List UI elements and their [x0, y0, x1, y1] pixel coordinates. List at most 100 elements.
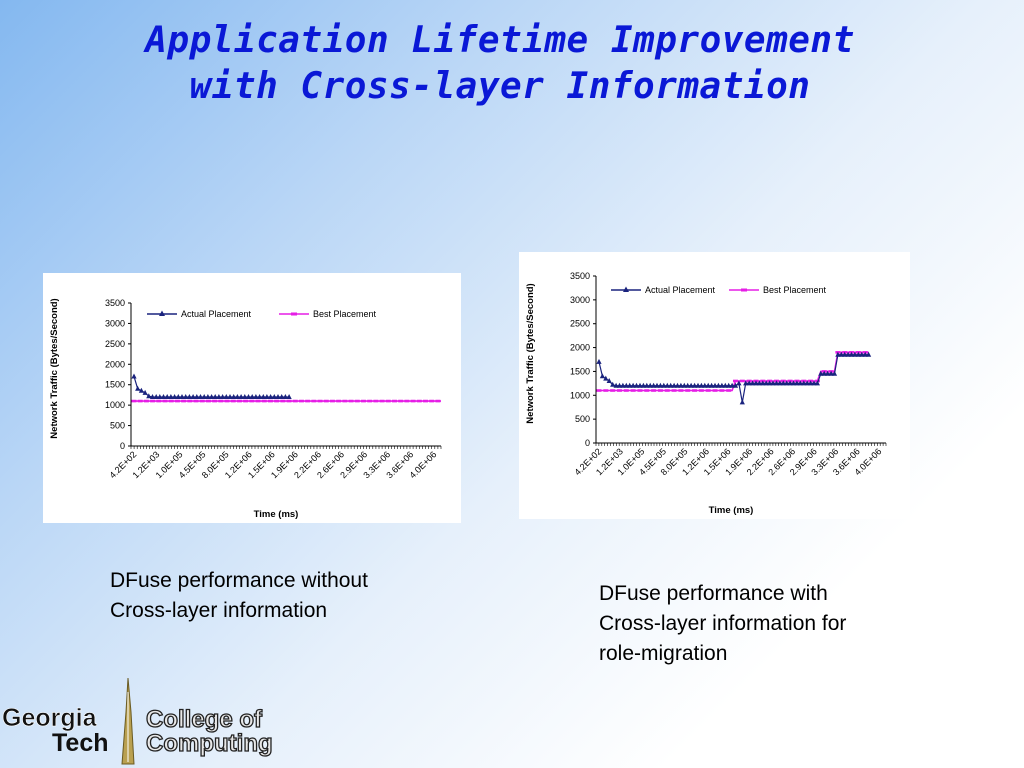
chart-0-y-tick-label: 2500 — [105, 339, 125, 349]
logo-text-college-of: College of — [146, 706, 263, 733]
chart-0-actual-marker — [149, 394, 156, 399]
chart-0-y-tick-label: 1500 — [105, 380, 125, 390]
caption-right-line1: DFuse performance with — [599, 582, 828, 605]
chart-0-actual-marker — [209, 394, 215, 399]
chart-1-series-actual-line — [598, 354, 869, 403]
chart-1-actual-marker — [859, 351, 865, 357]
chart-0-actual-marker — [242, 394, 248, 399]
chart-1-actual-marker — [756, 380, 762, 386]
chart-1-y-tick-label: 2500 — [570, 319, 590, 329]
chart-0-actual-marker — [245, 394, 252, 399]
chart-0-actual-marker — [179, 394, 185, 399]
chart-left: 0 500 1000 1500 2000 2500 3000 3500 4.2E+02 1.2E+… — [43, 273, 461, 523]
chart-1-actual-marker — [685, 382, 691, 388]
chart-1-actual-marker — [651, 382, 657, 388]
chart-1-actual-marker — [814, 380, 820, 386]
chart-1-actual-marker — [603, 375, 609, 381]
chart-0-actual-marker — [227, 394, 233, 399]
chart-1-actual-marker — [855, 351, 861, 357]
chart-0-actual-marker — [220, 394, 226, 399]
chart-0-actual-marker — [142, 389, 148, 395]
chart-1-y-tick-label: 2000 — [570, 343, 590, 353]
caption-right-line2: Cross-layer information for — [599, 612, 847, 635]
chart-0-actual-marker — [194, 394, 200, 399]
chart-0-y-tick-label: 2000 — [105, 359, 125, 369]
chart-0-actual-marker — [160, 394, 167, 399]
chart-1-actual-marker — [681, 382, 687, 388]
chart-1-svg: 05001000150020002500300035004.2E+021.2E+… — [525, 271, 887, 516]
chart-1-actual-marker — [852, 351, 858, 357]
chart-0-actual-marker — [201, 394, 207, 399]
chart-1-actual-marker — [750, 380, 756, 386]
chart-0-actual-marker — [257, 394, 263, 399]
chart-0-actual-marker — [175, 394, 181, 399]
chart-1-actual-marker — [866, 351, 872, 357]
chart-1-actual-marker — [715, 382, 721, 388]
chart-0-actual-marker — [268, 394, 274, 399]
chart-1-actual-marker — [722, 382, 728, 388]
chart-1-actual-marker — [848, 351, 855, 357]
chart-0-y-tick-label: 3000 — [105, 318, 125, 328]
chart-1-actual-marker — [620, 382, 626, 388]
chart-0-actual-marker — [135, 385, 141, 391]
chart-0-y-tick-label: 3500 — [105, 298, 125, 308]
caption-left-line2: Cross-layer information — [110, 599, 328, 622]
chart-0-actual-marker — [275, 394, 281, 399]
chart-0-actual-marker — [234, 394, 240, 399]
chart-1-actual-marker — [842, 351, 848, 357]
chart-1-actual-marker — [811, 380, 817, 386]
chart-1-actual-marker — [784, 380, 790, 386]
caption-right: DFuse performance with Cross-layer infor… — [599, 579, 846, 669]
chart-1-actual-marker — [596, 358, 602, 364]
chart-1-actual-marker — [732, 382, 739, 388]
logo-text-computing: Computing — [146, 730, 273, 757]
chart-1-actual-marker — [705, 382, 711, 388]
chart-0-actual-marker — [282, 394, 288, 399]
chart-0-actual-marker — [183, 394, 189, 399]
chart-0-actual-marker — [172, 394, 178, 399]
chart-1-actual-marker — [767, 380, 773, 386]
chart-1-actual-marker — [664, 382, 670, 388]
chart-0-actual-marker — [264, 394, 270, 399]
chart-0-actual-marker — [190, 394, 196, 399]
chart-1-actual-marker — [623, 382, 629, 388]
chart-0-x-axis-title: Time (ms) — [254, 509, 299, 520]
chart-1-actual-marker — [729, 382, 735, 388]
chart-1-actual-marker — [702, 382, 708, 388]
chart-0-actual-marker — [231, 394, 237, 399]
chart-1-actual-marker — [773, 380, 780, 386]
slide-title-line2: with Cross-layer Information — [189, 66, 811, 107]
chart-0-series-actual-line — [133, 376, 290, 398]
chart-1-actual-marker — [787, 380, 793, 386]
chart-1-actual-marker — [770, 380, 776, 386]
chart-0-actual-marker — [153, 394, 159, 399]
chart-1-actual-marker — [678, 382, 684, 388]
chart-0-y-tick-label: 500 — [110, 421, 125, 431]
chart-1-actual-marker — [610, 381, 616, 387]
caption-left-line1: DFuse performance without — [110, 569, 368, 592]
chart-1-actual-marker — [838, 351, 844, 357]
chart-1-actual-marker — [821, 370, 827, 376]
chart-1-actual-marker — [777, 380, 783, 386]
chart-1-actual-marker — [671, 382, 677, 388]
chart-1-actual-marker — [825, 370, 831, 376]
caption-right-line3: role-migration — [599, 642, 728, 665]
chart-1-actual-marker — [780, 380, 786, 386]
chart-1-actual-marker — [794, 380, 800, 386]
chart-1-actual-marker — [831, 370, 838, 376]
slide-title: Application Lifetime Improvement with Cr… — [0, 18, 1000, 110]
chart-0-actual-marker — [286, 394, 292, 399]
logo-text-georgia: Georgia — [2, 704, 98, 732]
chart-1-actual-marker — [804, 380, 810, 386]
logo-torch-icon — [121, 677, 135, 765]
chart-0-y-axis-title: Network Traffic (Bytes/Second) — [49, 298, 60, 438]
logo-text-tech: Tech — [52, 729, 109, 757]
chart-0-y-tick-label: 1000 — [105, 400, 125, 410]
chart-1-actual-marker — [606, 378, 612, 383]
chart-1-x-axis-title: Time (ms) — [709, 505, 754, 516]
chart-1-y-tick-label: 500 — [575, 414, 590, 424]
chart-1-actual-marker — [835, 351, 841, 357]
chart-1-y-tick-label: 1500 — [570, 366, 590, 376]
chart-0-y-tick-label: 0 — [120, 441, 125, 451]
chart-0-actual-marker — [186, 394, 192, 399]
